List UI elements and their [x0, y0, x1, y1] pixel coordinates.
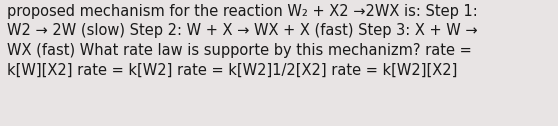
- Text: proposed mechanism for the reaction W₂ + X2 →2WX is: Step 1:
W2 → 2W (slow) Step: proposed mechanism for the reaction W₂ +…: [7, 4, 478, 77]
